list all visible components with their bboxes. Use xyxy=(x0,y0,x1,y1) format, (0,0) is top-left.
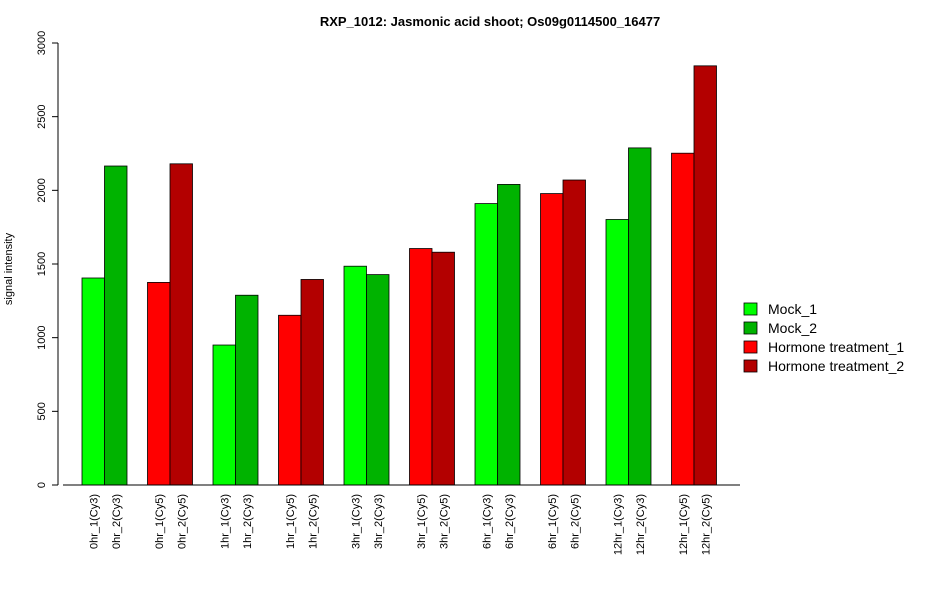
bar xyxy=(497,184,521,486)
x-tick-label: 6hr_2(Cy5) xyxy=(569,494,581,549)
x-tick-label: 1hr_2(Cy3) xyxy=(242,494,254,549)
bar xyxy=(671,152,695,486)
x-tick-labels: 0hr_1(Cy3) 0hr_2(Cy3) 0hr_1(Cy5) 0hr_2(Cy5)… xyxy=(88,494,712,555)
bar xyxy=(300,279,324,486)
bar xyxy=(605,219,629,486)
bar xyxy=(562,179,586,486)
bars xyxy=(81,65,717,486)
x-tick-label: 3hr_2(Cy5) xyxy=(438,494,450,549)
bar xyxy=(540,193,564,486)
y-tick-label: 0 xyxy=(36,482,48,488)
y-tick-label: 1500 xyxy=(36,252,48,276)
x-tick-label: 1hr_1(Cy5) xyxy=(285,494,297,549)
x-tick-label: 0hr_1(Cy5) xyxy=(154,494,166,549)
x-tick-label: 3hr_1(Cy5) xyxy=(416,494,428,549)
y-tick-label: 2500 xyxy=(36,104,48,128)
y-axis-label: signal intensity xyxy=(3,232,15,305)
bar xyxy=(278,314,302,486)
bar xyxy=(693,65,717,486)
x-tick-label: 12hr_2(Cy5) xyxy=(700,494,712,555)
x-tick-label: 1hr_2(Cy5) xyxy=(307,494,319,549)
legend-swatch xyxy=(743,359,758,373)
x-tick-label: 0hr_2(Cy3) xyxy=(111,494,123,549)
y-tick-label: 500 xyxy=(36,402,48,420)
legend: Mock_1 Mock_2 Hormone treatment_1 Hormone t… xyxy=(743,301,904,374)
x-tick-label: 12hr_1(Cy5) xyxy=(678,494,690,555)
x-tick-label: 6hr_1(Cy3) xyxy=(481,494,493,549)
legend-label: Hormone treatment_2 xyxy=(768,358,904,374)
legend-swatch xyxy=(743,340,758,354)
legend-label: Mock_2 xyxy=(768,320,817,336)
legend-swatch xyxy=(743,321,758,335)
bar xyxy=(431,251,455,486)
x-tick-label: 6hr_1(Cy5) xyxy=(547,494,559,549)
legend-label: Hormone treatment_1 xyxy=(768,339,904,355)
bar xyxy=(235,294,259,486)
bar xyxy=(628,147,652,486)
bar xyxy=(169,163,193,486)
y-axis: 0 500 1000 1500 2000 2500 3000 xyxy=(36,31,59,488)
legend-label: Mock_1 xyxy=(768,301,817,317)
x-tick-label: 6hr_2(Cy3) xyxy=(504,494,516,549)
bar xyxy=(409,248,433,486)
bar xyxy=(366,274,390,486)
bar xyxy=(147,282,171,486)
y-tick-label: 3000 xyxy=(36,31,48,55)
x-tick-label: 12hr_1(Cy3) xyxy=(612,494,624,555)
x-tick-label: 3hr_2(Cy3) xyxy=(373,494,385,549)
y-tick-label: 1000 xyxy=(36,325,48,349)
bar xyxy=(212,344,236,486)
bar xyxy=(81,277,105,486)
y-tick-label: 2000 xyxy=(36,178,48,202)
legend-swatch xyxy=(743,302,758,316)
x-tick-label: 0hr_2(Cy5) xyxy=(176,494,188,549)
x-tick-label: 12hr_2(Cy3) xyxy=(635,494,647,555)
x-tick-label: 0hr_1(Cy3) xyxy=(88,494,100,549)
bar xyxy=(474,203,498,486)
chart-title: RXP_1012: Jasmonic acid shoot; Os09g0114… xyxy=(320,14,660,29)
x-tick-label: 3hr_1(Cy3) xyxy=(350,494,362,549)
bar xyxy=(104,165,128,486)
bar xyxy=(343,265,367,486)
x-tick-label: 1hr_1(Cy3) xyxy=(219,494,231,549)
